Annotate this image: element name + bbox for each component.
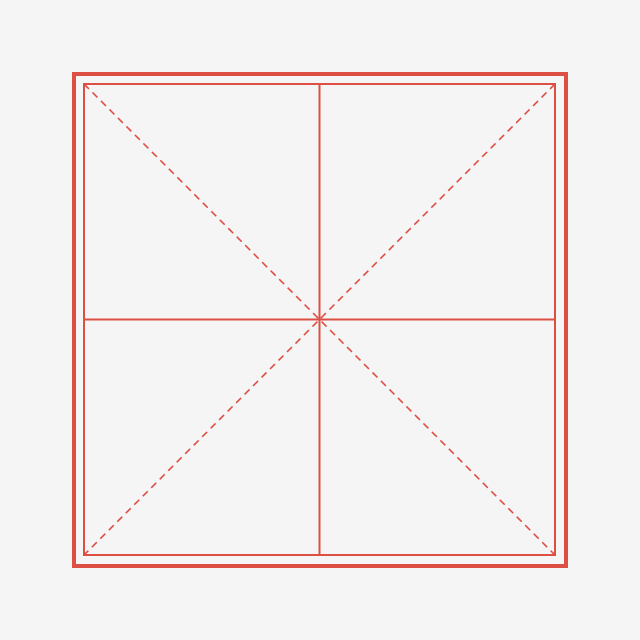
outer-border <box>72 72 568 568</box>
diagonal-line-tr-bl <box>83 83 556 556</box>
diagonal-line-tl-br <box>83 83 556 556</box>
